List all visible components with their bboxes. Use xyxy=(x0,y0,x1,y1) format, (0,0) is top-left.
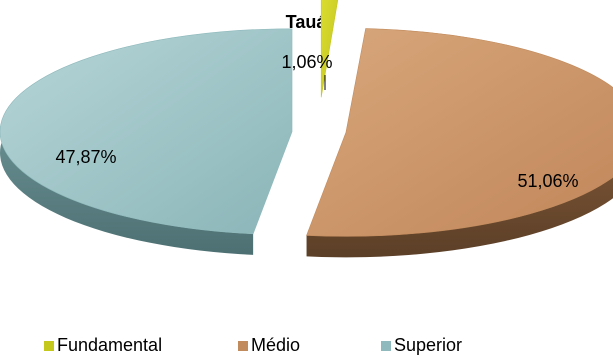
legend-swatch-medio xyxy=(238,341,248,351)
pie-slice-m-dio xyxy=(306,28,613,258)
pie-slice-superior xyxy=(0,28,293,255)
chart-title: Tauá xyxy=(286,12,328,32)
pie-slice-top-superior xyxy=(0,28,293,235)
legend-swatch-fundamental xyxy=(44,341,54,351)
legend-label-superior: Superior xyxy=(394,335,462,355)
pie-slice-fundamental xyxy=(320,0,339,98)
data-label-medio: 51,06% xyxy=(517,171,578,191)
pie-group xyxy=(0,0,613,258)
pie-slice-top-fundamental xyxy=(320,0,339,98)
data-label-superior: 47,87% xyxy=(55,147,116,167)
legend: Fundamental Médio Superior xyxy=(44,335,462,355)
legend-label-medio: Médio xyxy=(251,335,300,355)
legend-swatch-superior xyxy=(381,341,391,351)
pie-slice-top-m-dio xyxy=(306,28,613,237)
legend-label-fundamental: Fundamental xyxy=(57,335,162,355)
data-label-fundamental: 1,06% xyxy=(281,52,332,72)
